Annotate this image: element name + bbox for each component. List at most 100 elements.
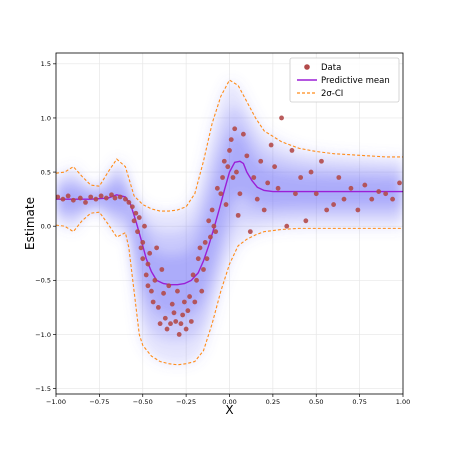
data-point (166, 283, 172, 289)
data-point (185, 308, 191, 314)
data-point (228, 137, 234, 143)
data-point (251, 175, 257, 180)
legend-label-mean: Predictive mean (321, 76, 390, 86)
data-point (261, 207, 267, 213)
data-point (383, 191, 389, 197)
data-point (140, 240, 146, 245)
data-point (254, 196, 260, 202)
data-point (218, 191, 224, 197)
legend: Data Predictive mean 2σ-CI (289, 57, 400, 103)
data-point (164, 326, 170, 332)
data-point (397, 180, 402, 186)
x-tick-label: 0.75 (352, 398, 366, 406)
data-point (154, 245, 160, 251)
data-point (265, 180, 271, 186)
data-point (197, 245, 203, 251)
data-point (168, 321, 173, 327)
data-point (178, 321, 184, 327)
data-point (199, 288, 205, 294)
data-point (150, 299, 156, 305)
y-axis-ticks: −1.5 −1.0 −0.5 0.0 0.5 1.0 1.5 (35, 60, 56, 393)
data-point (235, 212, 241, 218)
data-point (362, 182, 368, 188)
data-point (275, 185, 281, 191)
data-point (83, 199, 88, 205)
data-point (204, 256, 210, 262)
x-tick-label: 1.00 (396, 398, 410, 406)
data-point (109, 192, 114, 198)
data-point (70, 197, 76, 203)
data-point (147, 250, 153, 256)
data-point (136, 215, 142, 220)
ci-upper-line (56, 79, 403, 212)
data-point (324, 207, 330, 213)
data-point (331, 202, 336, 207)
legend-marker-data (304, 64, 310, 70)
x-tick-label: −0.50 (133, 398, 153, 406)
y-tick-label: −1.0 (35, 331, 51, 339)
x-tick-label: 0.50 (309, 398, 323, 406)
data-point (244, 153, 250, 159)
data-point (230, 175, 236, 180)
data-point (201, 267, 206, 272)
data-point (135, 229, 140, 235)
data-point (202, 240, 208, 245)
data-point (126, 199, 132, 205)
uncertainty-band (56, 80, 403, 365)
data-point (112, 195, 118, 201)
data-point (195, 256, 201, 262)
data-point (369, 196, 375, 202)
ci-lower-line (56, 211, 403, 366)
band-shading (56, 80, 403, 365)
data-point (145, 283, 151, 289)
y-tick-label: −0.5 (35, 277, 51, 285)
data-point (214, 185, 220, 191)
data-point (206, 218, 212, 224)
data-point (162, 315, 168, 321)
data-point (279, 115, 284, 121)
y-axis-label: Estimate (23, 197, 37, 250)
data-point (103, 195, 109, 201)
data-point (227, 148, 232, 153)
x-axis-label: X (225, 403, 233, 417)
data-point (169, 301, 175, 307)
data-point (194, 277, 199, 283)
x-tick-label: −1.00 (46, 398, 66, 406)
data-point (272, 164, 278, 170)
data-point (123, 196, 128, 202)
data-point (93, 196, 99, 202)
data-point (176, 332, 182, 337)
data-point (65, 193, 71, 199)
data-point (117, 194, 123, 200)
x-tick-label: −0.25 (176, 398, 196, 406)
data-point (181, 299, 187, 305)
data-point (77, 195, 83, 201)
data-point (208, 234, 213, 240)
data-point (161, 290, 166, 296)
data-point (159, 267, 165, 272)
data-point (155, 304, 161, 310)
y-tick-label: 1.0 (41, 114, 51, 122)
x-tick-label: 0.25 (266, 398, 280, 406)
data-point (289, 148, 295, 153)
data-point (293, 191, 298, 197)
legend-label-data: Data (321, 63, 341, 73)
data-points (56, 115, 402, 337)
data-point (143, 272, 149, 278)
data-point (284, 223, 290, 229)
data-point (190, 272, 196, 278)
data-point (221, 158, 227, 164)
data-point (336, 175, 342, 180)
y-tick-label: 0.0 (41, 223, 51, 231)
data-point (131, 218, 137, 224)
data-point (258, 158, 264, 164)
legend-box (289, 57, 400, 103)
data-point (142, 223, 147, 229)
band-layer (56, 130, 403, 317)
y-tick-label: 1.5 (41, 60, 51, 68)
data-point (138, 245, 144, 251)
data-point (56, 194, 61, 200)
data-point (376, 189, 382, 194)
legend-label-ci: 2σ-CI (321, 89, 343, 99)
